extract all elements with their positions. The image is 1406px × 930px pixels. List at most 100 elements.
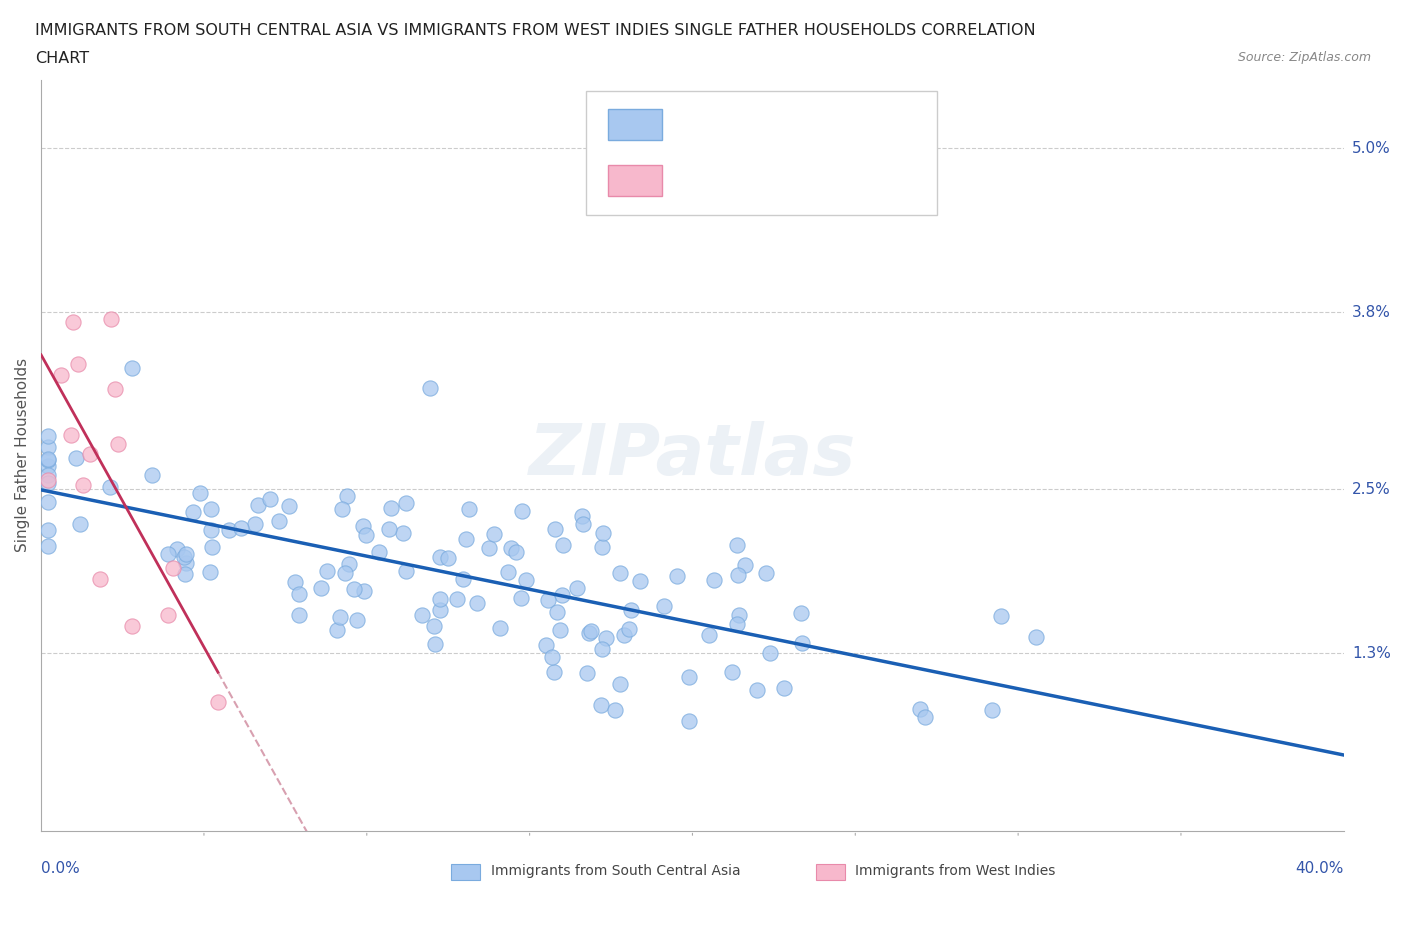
Point bbox=[543, 665, 565, 680]
Point bbox=[550, 588, 572, 603]
Point bbox=[394, 496, 416, 511]
Point bbox=[567, 580, 589, 595]
Point bbox=[605, 703, 627, 718]
Text: 3.8%: 3.8% bbox=[1353, 304, 1391, 320]
Point bbox=[576, 666, 599, 681]
Point bbox=[478, 540, 501, 555]
Point bbox=[316, 564, 339, 578]
Point bbox=[592, 525, 614, 540]
Point bbox=[121, 361, 143, 376]
Point bbox=[37, 440, 59, 455]
Point bbox=[37, 476, 59, 491]
Point bbox=[510, 591, 533, 605]
Point bbox=[380, 500, 402, 515]
Point bbox=[501, 540, 523, 555]
Point bbox=[620, 603, 643, 618]
Point bbox=[534, 637, 557, 652]
Point bbox=[699, 628, 721, 643]
Point bbox=[429, 550, 451, 565]
Point bbox=[617, 622, 640, 637]
Point bbox=[107, 437, 129, 452]
FancyBboxPatch shape bbox=[817, 864, 845, 880]
Point bbox=[429, 603, 451, 618]
Point bbox=[395, 564, 418, 578]
Point bbox=[79, 446, 101, 461]
Text: Immigrants from South Central Asia: Immigrants from South Central Asia bbox=[491, 864, 740, 878]
Text: IMMIGRANTS FROM SOUTH CENTRAL ASIA VS IMMIGRANTS FROM WEST INDIES SINGLE FATHER : IMMIGRANTS FROM SOUTH CENTRAL ASIA VS IM… bbox=[35, 23, 1036, 38]
Point bbox=[259, 491, 281, 506]
Point bbox=[378, 521, 401, 536]
Point bbox=[288, 587, 311, 602]
Point bbox=[243, 516, 266, 531]
Point bbox=[981, 702, 1004, 717]
Point bbox=[181, 505, 204, 520]
FancyBboxPatch shape bbox=[607, 109, 662, 140]
Point bbox=[446, 591, 468, 606]
Point bbox=[451, 572, 474, 587]
Point bbox=[628, 574, 651, 589]
Point bbox=[231, 521, 253, 536]
Point bbox=[121, 618, 143, 633]
Point bbox=[368, 544, 391, 559]
Text: ZIPatlas: ZIPatlas bbox=[529, 420, 856, 490]
Point bbox=[484, 526, 506, 541]
Point bbox=[578, 626, 600, 641]
Point bbox=[591, 641, 613, 656]
Point bbox=[354, 527, 377, 542]
Point bbox=[665, 568, 688, 583]
Point bbox=[51, 367, 73, 382]
Point bbox=[346, 612, 368, 627]
Point bbox=[72, 477, 94, 492]
Point bbox=[990, 608, 1012, 623]
Point bbox=[429, 591, 451, 606]
Point bbox=[188, 485, 211, 500]
Point bbox=[571, 516, 593, 531]
Point bbox=[37, 472, 59, 487]
Point bbox=[546, 604, 568, 619]
Point bbox=[728, 607, 751, 622]
Point bbox=[703, 572, 725, 587]
Point bbox=[725, 538, 748, 553]
Point bbox=[100, 312, 122, 326]
Y-axis label: Single Father Households: Single Father Households bbox=[15, 358, 30, 552]
Point bbox=[326, 623, 349, 638]
Point bbox=[392, 526, 415, 541]
Point bbox=[166, 541, 188, 556]
Point bbox=[759, 645, 782, 660]
Point bbox=[609, 676, 631, 691]
Point bbox=[496, 565, 519, 579]
Point bbox=[773, 681, 796, 696]
Point bbox=[678, 670, 700, 684]
Point bbox=[336, 489, 359, 504]
Point bbox=[1025, 630, 1047, 644]
Point bbox=[62, 315, 84, 330]
Point bbox=[37, 494, 59, 509]
Point bbox=[591, 539, 613, 554]
Point bbox=[37, 467, 59, 482]
Point bbox=[277, 498, 299, 513]
Point bbox=[914, 710, 936, 724]
Point bbox=[66, 356, 89, 371]
Point bbox=[200, 523, 222, 538]
Text: 5.0%: 5.0% bbox=[1353, 140, 1391, 156]
Point bbox=[284, 575, 307, 590]
Point bbox=[37, 429, 59, 444]
Point bbox=[104, 381, 127, 396]
Point bbox=[89, 571, 111, 586]
Point bbox=[267, 513, 290, 528]
Point bbox=[734, 557, 756, 572]
Point bbox=[515, 572, 537, 587]
Point bbox=[207, 695, 229, 710]
Point bbox=[456, 531, 478, 546]
Text: CHART: CHART bbox=[35, 51, 89, 66]
Point bbox=[436, 551, 458, 565]
Point bbox=[337, 556, 360, 571]
Point bbox=[467, 595, 489, 610]
Point bbox=[579, 623, 602, 638]
Text: Immigrants from West Indies: Immigrants from West Indies bbox=[855, 864, 1056, 878]
FancyBboxPatch shape bbox=[586, 91, 938, 215]
Point bbox=[65, 450, 87, 465]
Point bbox=[37, 523, 59, 538]
Point bbox=[162, 561, 184, 576]
Point bbox=[330, 501, 353, 516]
